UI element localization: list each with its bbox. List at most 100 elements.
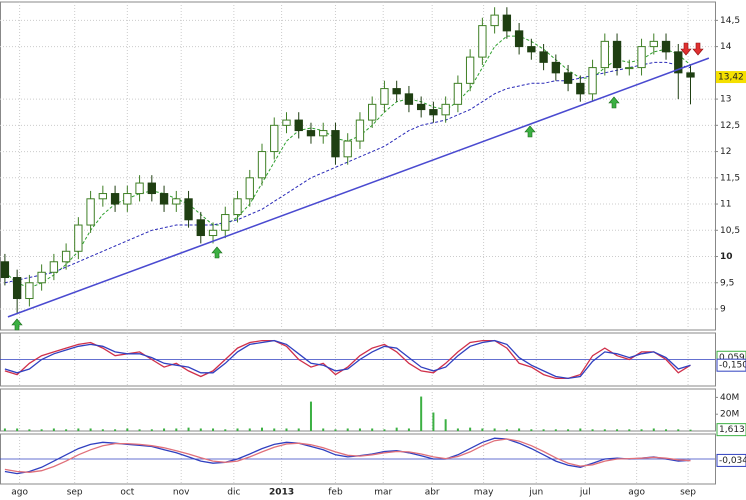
candle-body xyxy=(355,119,365,142)
indicator-line xyxy=(4,339,691,380)
candle-body xyxy=(12,277,22,300)
candle-body xyxy=(465,56,475,84)
x-tick-label: mar xyxy=(374,488,392,498)
x-tick-label: ago xyxy=(11,488,28,498)
volume-bar xyxy=(640,429,643,431)
y-tick-label: 14 xyxy=(720,42,732,52)
volume-bar xyxy=(493,428,496,431)
candle-body xyxy=(527,46,536,53)
y-tick-label: 9,5 xyxy=(720,278,734,288)
value-tag xyxy=(716,358,746,372)
price-tag xyxy=(716,71,746,84)
candle-body xyxy=(368,103,377,121)
sell-arrow xyxy=(680,42,692,56)
y-tick-label: 12,5 xyxy=(720,121,740,131)
volume-bar xyxy=(652,428,655,431)
candle-body xyxy=(270,124,279,153)
y-tick-label: 13 xyxy=(720,95,731,105)
panel-frame xyxy=(0,1,716,331)
candle-body xyxy=(343,140,352,158)
buy-arrow xyxy=(524,125,536,138)
volume-bar xyxy=(505,429,508,431)
volume-bar xyxy=(126,428,129,431)
volume-bar xyxy=(530,429,533,431)
volume-bar xyxy=(432,412,435,431)
candle-body xyxy=(686,72,695,78)
volume-bar xyxy=(77,428,80,431)
candle-body xyxy=(123,193,132,205)
volume-bar xyxy=(603,429,606,431)
candle-body xyxy=(257,151,267,179)
candle-body xyxy=(37,271,46,284)
volume-bar xyxy=(444,419,447,431)
candle-body xyxy=(49,261,59,273)
volume-bar xyxy=(371,428,374,431)
candle-body xyxy=(661,40,671,53)
volume-bar xyxy=(297,428,300,431)
volume-bar xyxy=(16,428,19,431)
candle-body xyxy=(98,193,108,200)
candle-body xyxy=(637,46,646,69)
volume-bar xyxy=(150,429,153,431)
volume-bar xyxy=(163,428,166,431)
x-tick-label: nov xyxy=(173,488,190,498)
volume-bar xyxy=(101,429,104,431)
x-tick-label: jul xyxy=(579,488,591,498)
buy-arrow xyxy=(211,246,223,259)
volume-bar xyxy=(395,427,398,431)
volume-bar xyxy=(224,429,227,431)
candle-body xyxy=(294,119,303,132)
volume-bar xyxy=(481,428,484,431)
volume-bar xyxy=(358,428,361,431)
volume-bar xyxy=(40,429,43,431)
volume-bar xyxy=(334,429,337,431)
volume-bar xyxy=(567,429,570,431)
volume-bar xyxy=(518,428,521,431)
candle-body xyxy=(404,93,414,105)
value-tag-label: -0,034 xyxy=(719,456,746,466)
candle-body xyxy=(196,219,205,237)
volume-bar xyxy=(52,428,55,431)
candle-body xyxy=(551,61,561,74)
candle-body xyxy=(416,103,426,111)
candle-body xyxy=(649,40,658,48)
volume-bar xyxy=(309,401,312,431)
volume-bar xyxy=(383,429,386,431)
panel-frame xyxy=(0,388,716,432)
volume-bar xyxy=(542,429,545,431)
candle-body xyxy=(588,67,597,95)
candle-body xyxy=(135,182,144,195)
candle-body xyxy=(184,198,193,221)
volume-bar xyxy=(420,396,423,431)
candle-body xyxy=(600,40,609,69)
indicator-line xyxy=(4,339,691,380)
candle-body xyxy=(490,14,499,27)
volume-bar xyxy=(273,428,276,431)
signal-arrows xyxy=(11,42,704,331)
candle-body xyxy=(539,51,548,63)
trendline xyxy=(7,57,710,318)
y-tick-label: 40M xyxy=(720,393,739,403)
volume-bar xyxy=(346,428,349,431)
value-tag-label: 1,613 xyxy=(719,425,745,435)
value-tag-label: 0,059 xyxy=(719,353,745,363)
volume-bar xyxy=(199,428,202,431)
candle-body xyxy=(514,30,524,48)
volume-bar xyxy=(175,428,178,431)
volume-bar xyxy=(187,427,190,431)
volume-bar xyxy=(322,428,325,431)
indicator-line xyxy=(4,438,691,473)
candle-body xyxy=(110,193,120,205)
sell-arrow xyxy=(692,42,704,56)
volume-bar xyxy=(236,428,239,431)
candle-body xyxy=(392,88,401,95)
candle-body xyxy=(147,182,156,195)
candle-body xyxy=(245,177,254,200)
volume-bar xyxy=(456,428,459,431)
candle-body xyxy=(625,67,634,70)
volume-bar xyxy=(689,429,692,431)
candle-body xyxy=(331,130,340,158)
value-tag xyxy=(716,423,746,437)
candle-body xyxy=(478,25,487,58)
